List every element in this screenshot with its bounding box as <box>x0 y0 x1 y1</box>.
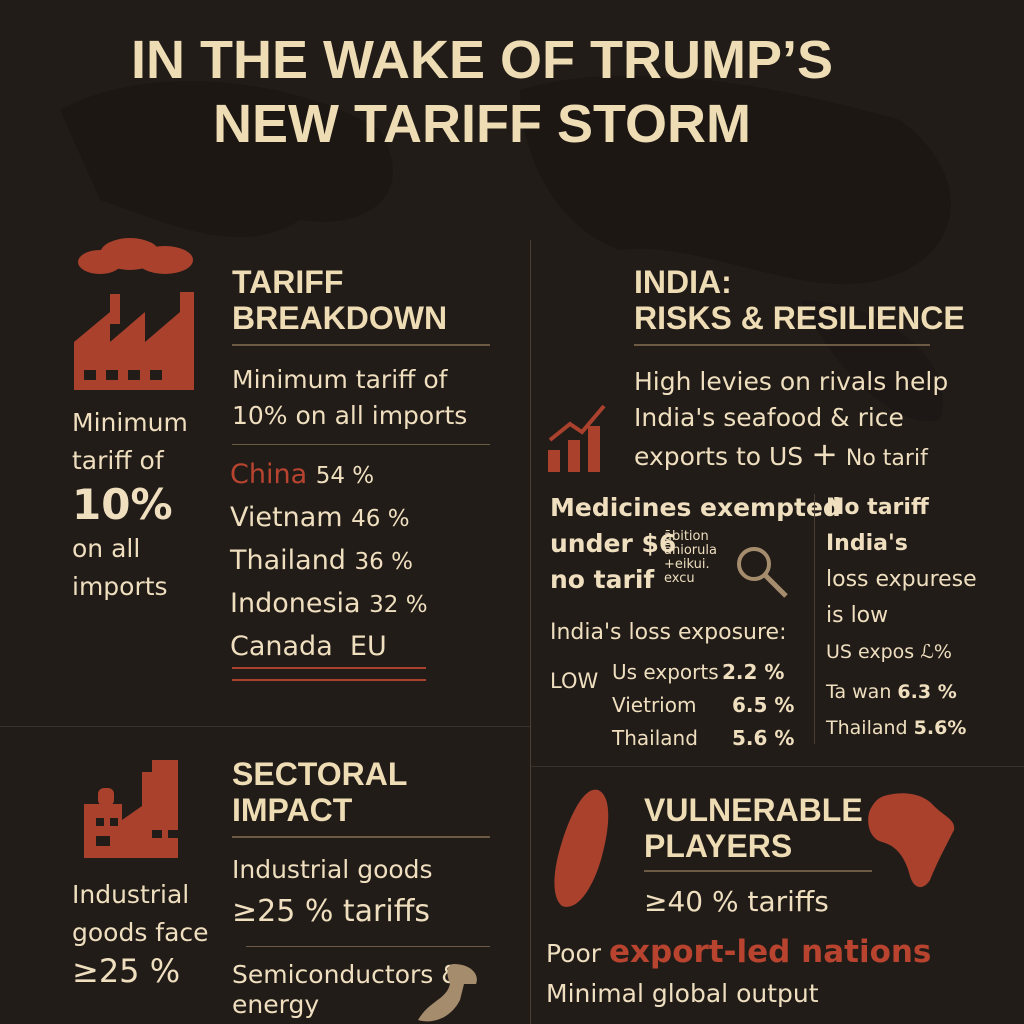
sectoral-note: Semiconductors & energy <box>232 960 461 1019</box>
main-title: IN THE WAKE OF TRUMP’S NEW TARIFF STORM <box>131 30 833 154</box>
magnifier-icon <box>737 547 788 598</box>
madagascar-map-icon <box>554 789 609 907</box>
loss-row: Us exports 2.2 % <box>612 660 785 684</box>
low-label: LOW <box>550 669 599 693</box>
medicines-note: Medicines exempted under $6 no tarif <box>550 493 841 594</box>
tariff-row: Indonesia 32 % <box>230 588 428 619</box>
sectoral-lead: Industrial goods ≥25 % tariffs <box>232 855 433 929</box>
india-right-column: No tariff India's loss expurese is low US e… <box>826 495 977 739</box>
tariff-lead: Minimum tariff of 10% on all imports <box>232 365 468 430</box>
loss-exposure-label: India's loss exposure: <box>550 620 787 645</box>
tariff-country-list: China 54 % Vietnam 46 % Thailand 36 % In… <box>230 454 428 667</box>
vulnerable-nations: Poor export-led nations <box>546 934 932 970</box>
growth-chart-icon <box>548 404 606 472</box>
loss-row: Thailand 5.6 % <box>612 726 795 750</box>
chip-pipe-icon <box>418 964 477 1022</box>
vulnerable-heading: VULNERABLE PLAYERS <box>644 792 863 864</box>
loss-table: Us exports 2.2 % Vietriom 6.5 % Thailand 5.… <box>612 656 794 755</box>
tariff-row: Vietnam 46 % <box>230 502 410 533</box>
africa-map-icon <box>868 793 955 888</box>
tariff-side-summary: Minimum tariff of 10% on all imports <box>72 408 188 601</box>
tariff-row: Thailand 36 % <box>230 545 413 576</box>
small-note: ābition āniorula +eikui. excu <box>664 529 717 586</box>
barbed-wire-icon <box>232 667 426 681</box>
factory-smoke-icon <box>74 238 194 390</box>
sectoral-heading: SECTORAL IMPACT <box>232 756 408 828</box>
vulnerable-output: Minimal global output <box>546 979 819 1008</box>
factory-icon <box>84 760 178 858</box>
sectoral-side-summary: Industrial goods face ≥25 % <box>72 880 209 990</box>
tariff-row: Canada EU <box>230 631 387 662</box>
india-lead: High levies on rivals help India's seafoo… <box>634 367 949 473</box>
vulnerable-tariff: ≥40 % tariffs <box>644 885 829 918</box>
india-heading: INDIA: RISKS & RESILIENCE <box>634 264 965 336</box>
loss-row: Vietriom 6.5 % <box>612 693 795 717</box>
tariff-heading: TARIFF BREAKDOWN <box>232 264 448 336</box>
tariff-row: China 54 % <box>230 459 375 490</box>
